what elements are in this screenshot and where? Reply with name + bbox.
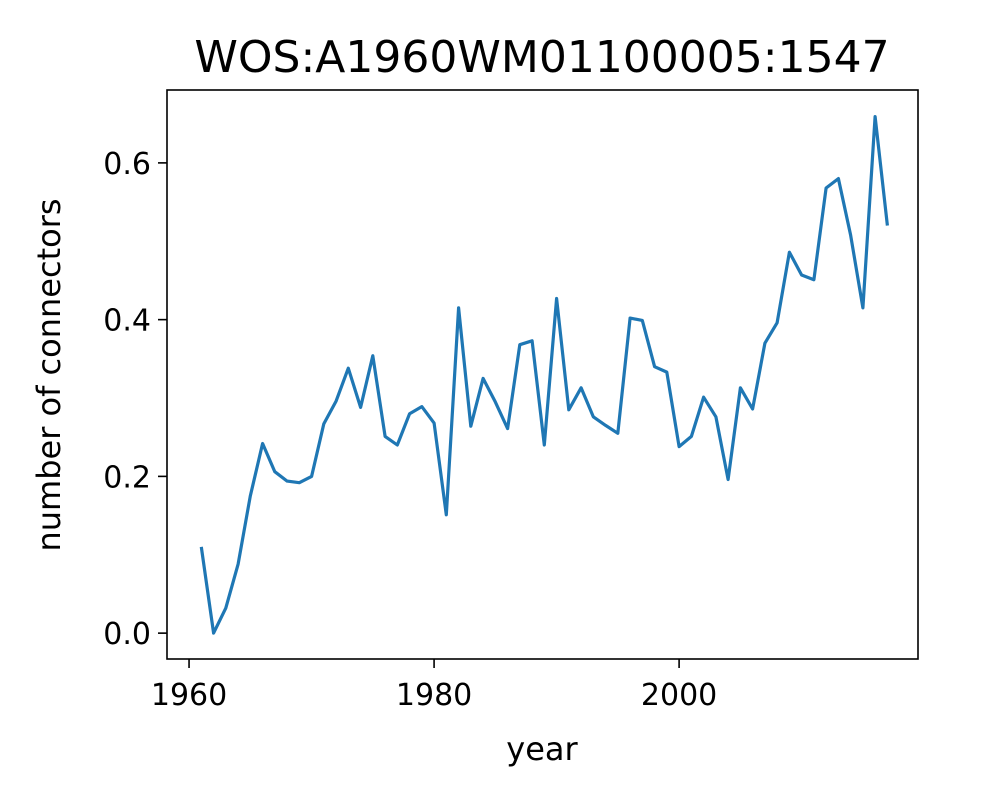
- x-axis: 1960 1980 2000: [151, 659, 717, 713]
- y-tick-label: 0.6: [103, 147, 151, 182]
- y-tick-label: 0.0: [103, 617, 151, 652]
- y-tick-label: 0.2: [103, 460, 151, 495]
- chart-title: WOS:A1960WM01100005:1547: [194, 32, 889, 83]
- plot-area: [199, 114, 889, 635]
- y-tick-label: 0.4: [103, 304, 151, 339]
- y-axis: 0.0 0.2 0.4 0.6: [103, 147, 167, 652]
- x-tick-label: 2000: [641, 678, 717, 713]
- x-axis-label: year: [506, 730, 578, 768]
- series-line-0: [199, 114, 889, 635]
- x-tick-label: 1960: [151, 678, 227, 713]
- x-tick-label: 1980: [396, 678, 472, 713]
- y-axis-label: number of connectors: [30, 198, 68, 551]
- plot-frame: [166, 89, 919, 660]
